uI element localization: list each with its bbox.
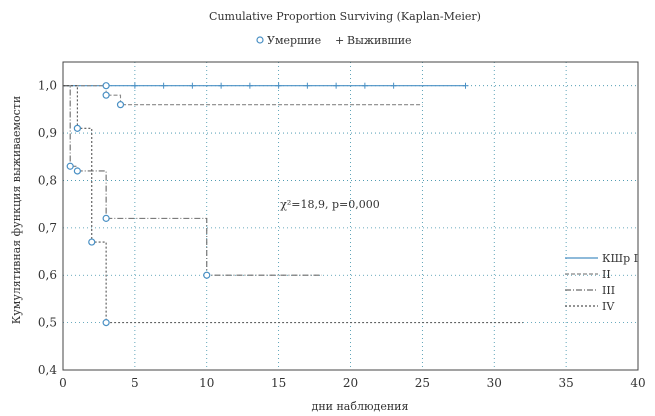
series-line-3 bbox=[63, 85, 322, 276]
x-tick-label: 5 bbox=[131, 376, 139, 390]
x-tick-label: 20 bbox=[343, 376, 358, 390]
x-tick-label: 0 bbox=[59, 376, 67, 390]
event-marker bbox=[203, 271, 211, 279]
y-tick-label: 0,9 bbox=[38, 126, 57, 140]
x-tick-label: 10 bbox=[199, 376, 214, 390]
legend-label-1: КШр I bbox=[602, 252, 638, 265]
censored-legend-label: Выжившие bbox=[347, 34, 412, 47]
y-tick-label: 0,7 bbox=[38, 221, 57, 235]
censored-marker bbox=[304, 82, 311, 89]
complete-legend-label: Умершие bbox=[267, 34, 321, 47]
censored-marker bbox=[361, 82, 368, 89]
event-marker bbox=[88, 238, 96, 246]
x-tick-label: 30 bbox=[487, 376, 502, 390]
event-marker bbox=[116, 101, 125, 109]
chart-title: Cumulative Proportion Surviving (Kaplan-… bbox=[209, 10, 481, 23]
censored-marker bbox=[131, 82, 138, 89]
censored-marker-icon: + bbox=[335, 34, 344, 47]
series-line-2 bbox=[63, 85, 423, 106]
censored-marker bbox=[160, 82, 167, 89]
plot-frame bbox=[62, 61, 639, 371]
legend-label-2: II bbox=[602, 268, 611, 281]
y-tick-label: 0,6 bbox=[38, 268, 57, 282]
event-marker bbox=[102, 319, 110, 327]
event-marker bbox=[73, 167, 81, 175]
censored-marker bbox=[246, 82, 253, 89]
legend-label-3: III bbox=[602, 284, 615, 297]
censored-marker bbox=[275, 82, 282, 89]
censored-marker bbox=[218, 82, 225, 89]
legend-label-4: IV bbox=[602, 300, 615, 313]
x-axis-label: дни наблюдения bbox=[312, 400, 409, 413]
event-marker bbox=[73, 124, 81, 132]
event-marker bbox=[66, 162, 74, 170]
complete-marker-icon bbox=[256, 36, 264, 44]
event-marker bbox=[102, 214, 110, 222]
series-markers bbox=[66, 82, 469, 327]
censored-marker bbox=[333, 82, 340, 89]
x-tick-label: 40 bbox=[630, 376, 645, 390]
axes: 0 5 10 15 20 25 30 35 40 0,4 0,5 0,6 0,7 0,8 0,9 1,0 bbox=[38, 61, 646, 390]
event-marker bbox=[102, 91, 110, 99]
y-tick-label: 1,0 bbox=[38, 79, 57, 93]
series-line-4 bbox=[63, 85, 523, 324]
y-tick-label: 0,4 bbox=[38, 363, 57, 377]
censored-marker bbox=[189, 82, 196, 89]
event-marker bbox=[102, 82, 110, 90]
censored-marker bbox=[390, 82, 397, 89]
y-tick-label: 0,8 bbox=[38, 173, 57, 187]
x-tick-label: 25 bbox=[415, 376, 430, 390]
chi-square-annotation: χ²=18,9, p=0,000 bbox=[280, 198, 380, 211]
grid bbox=[63, 62, 638, 370]
top-legend: Умершие + Выжившие bbox=[256, 34, 412, 47]
x-tick-label: 35 bbox=[558, 376, 573, 390]
x-tick-label: 15 bbox=[271, 376, 286, 390]
y-axis-label: Кумулятивная функция выживаемости bbox=[10, 96, 23, 324]
y-tick-label: 0,5 bbox=[38, 316, 57, 330]
censored-marker bbox=[462, 82, 469, 89]
